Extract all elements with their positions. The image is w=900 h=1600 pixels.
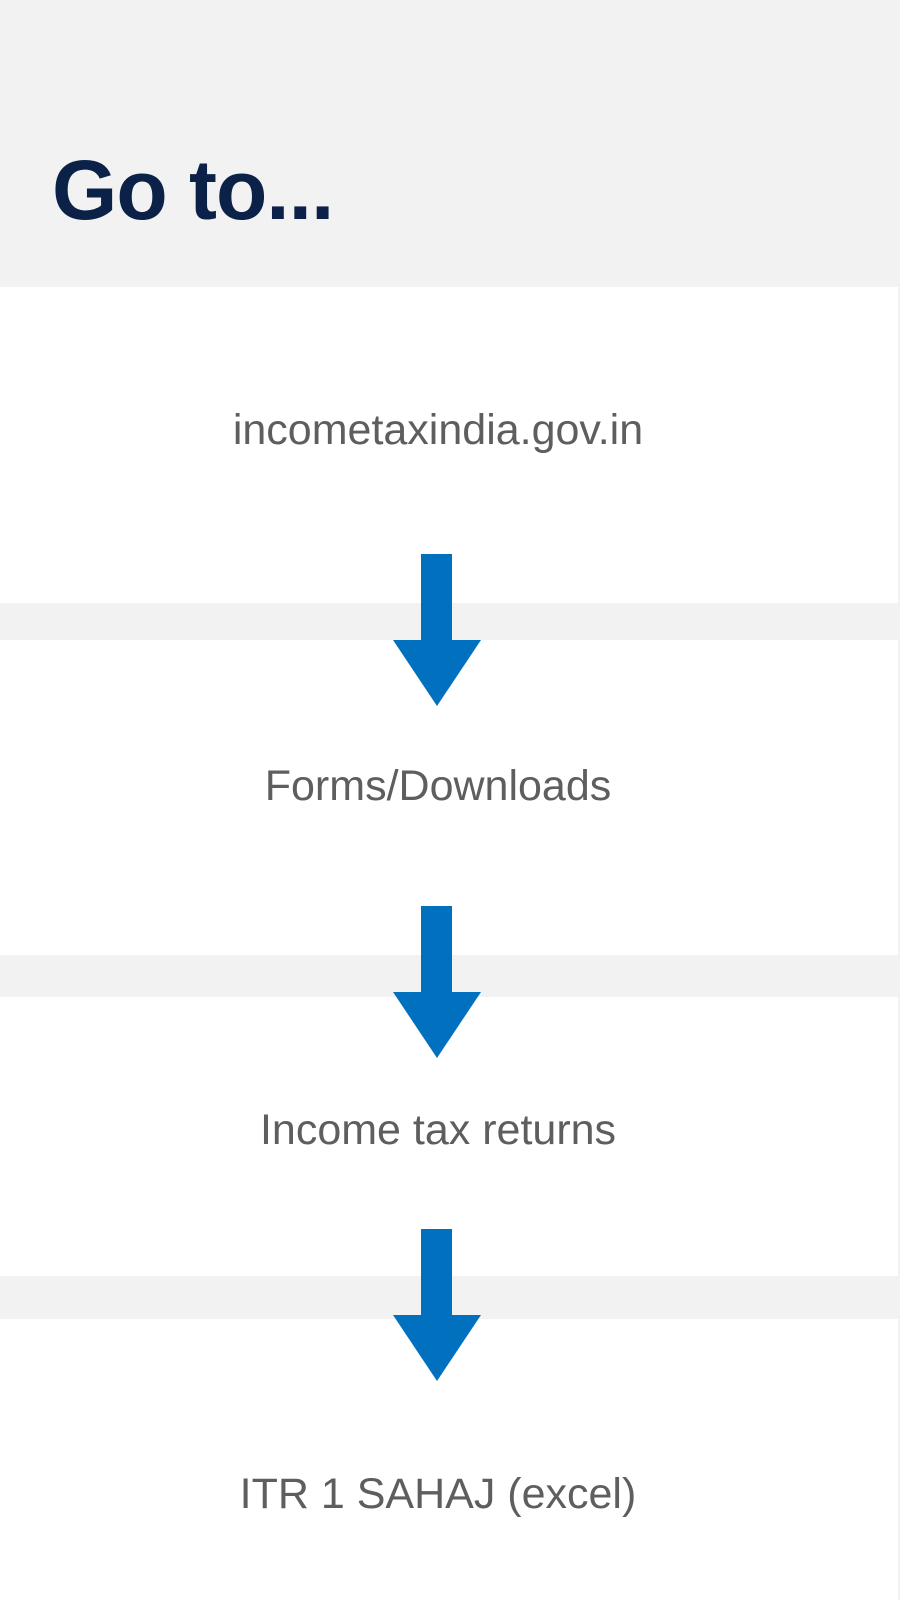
page-title: Go to... xyxy=(52,143,334,237)
step-label-forms-downloads: Forms/Downloads xyxy=(264,762,612,810)
right-edge-line xyxy=(898,287,900,1600)
header-band xyxy=(0,0,900,287)
step-label-website: incometaxindia.gov.in xyxy=(232,406,644,454)
step-label-income-tax-returns: Income tax returns xyxy=(259,1106,617,1154)
arrow-down-icon xyxy=(393,554,481,706)
arrow-down-icon xyxy=(393,906,481,1058)
step-label-itr1-sahaj: ITR 1 SAHAJ (excel) xyxy=(239,1470,637,1518)
arrow-down-icon xyxy=(393,1229,481,1381)
